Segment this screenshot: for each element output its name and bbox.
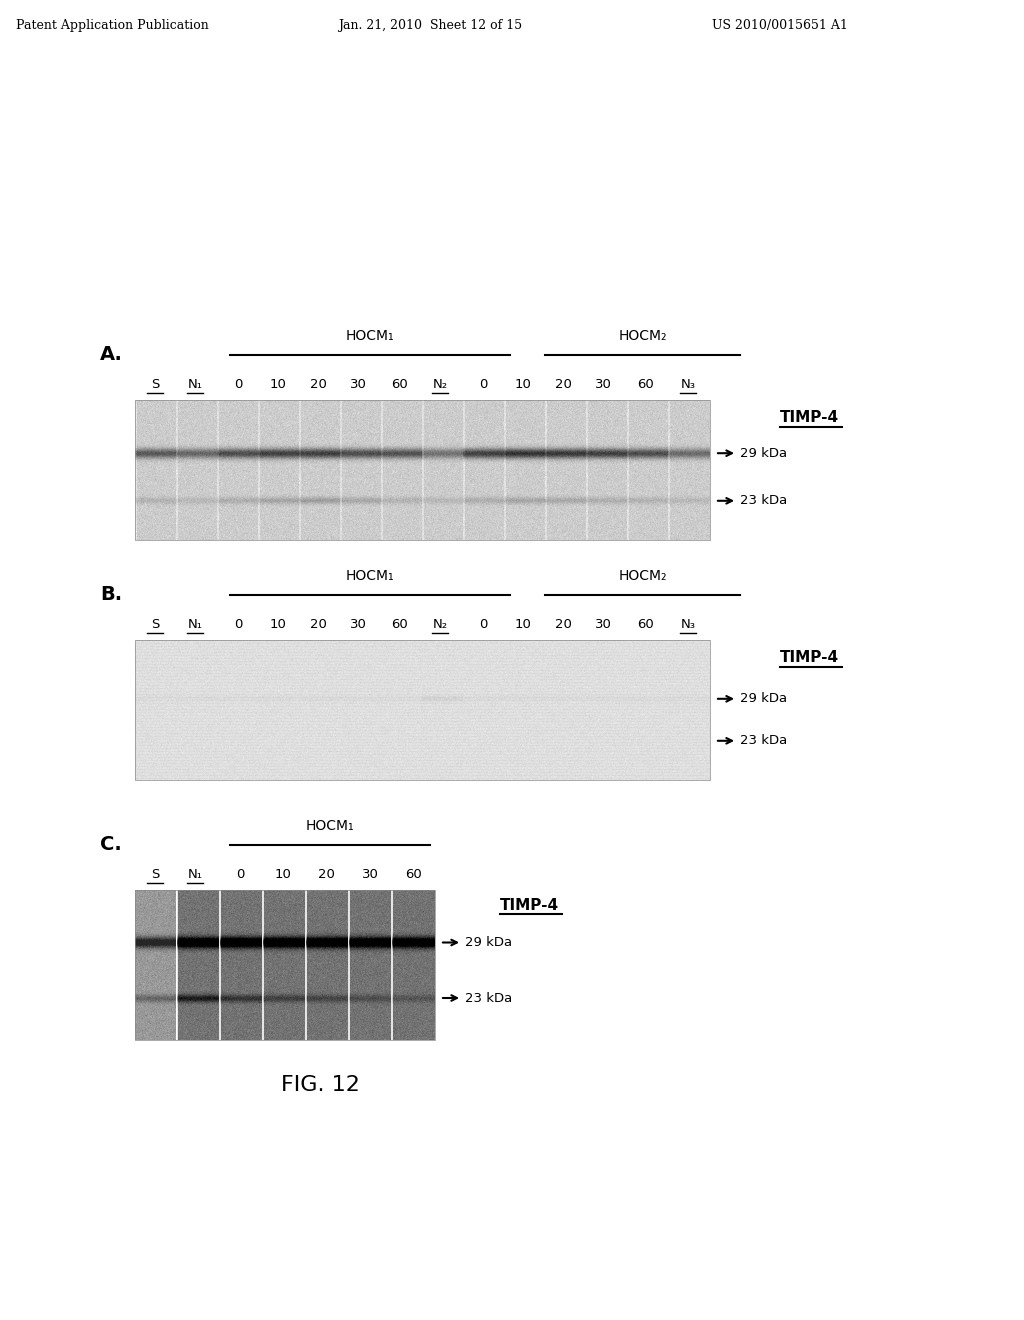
Text: 0: 0 <box>236 869 244 882</box>
Text: S: S <box>151 379 159 392</box>
Text: HOCM₁: HOCM₁ <box>346 329 394 343</box>
Text: 29 kDa: 29 kDa <box>740 692 787 705</box>
Text: 20: 20 <box>309 379 327 392</box>
Text: N₁: N₁ <box>187 869 203 882</box>
Text: 0: 0 <box>233 619 243 631</box>
Text: 60: 60 <box>637 619 653 631</box>
Text: 0: 0 <box>233 379 243 392</box>
Text: 10: 10 <box>269 619 287 631</box>
Text: S: S <box>151 619 159 631</box>
Text: Jan. 21, 2010  Sheet 12 of 15: Jan. 21, 2010 Sheet 12 of 15 <box>338 18 522 32</box>
Text: 20: 20 <box>555 619 571 631</box>
Text: N₂: N₂ <box>432 619 447 631</box>
Text: TIMP-4: TIMP-4 <box>500 898 559 912</box>
Bar <box>135 400 710 540</box>
Text: HOCM₂: HOCM₂ <box>618 329 667 343</box>
Text: 20: 20 <box>555 379 571 392</box>
Text: A.: A. <box>100 345 123 364</box>
Text: 29 kDa: 29 kDa <box>465 936 512 949</box>
Text: 60: 60 <box>391 379 409 392</box>
Bar <box>135 890 435 1040</box>
Text: FIG. 12: FIG. 12 <box>281 1074 359 1096</box>
Text: N₃: N₃ <box>681 379 695 392</box>
Text: 60: 60 <box>391 619 409 631</box>
Text: 60: 60 <box>637 379 653 392</box>
Text: 20: 20 <box>317 869 335 882</box>
Text: HOCM₁: HOCM₁ <box>346 569 394 583</box>
Text: 30: 30 <box>349 619 367 631</box>
Text: B.: B. <box>100 585 122 605</box>
Text: 0: 0 <box>479 619 487 631</box>
Text: TIMP-4: TIMP-4 <box>780 651 839 665</box>
Text: 10: 10 <box>515 379 531 392</box>
Text: N₁: N₁ <box>187 619 203 631</box>
Bar <box>135 640 710 780</box>
Text: 29 kDa: 29 kDa <box>740 446 787 459</box>
Text: 60: 60 <box>404 869 421 882</box>
Text: US 2010/0015651 A1: US 2010/0015651 A1 <box>712 18 848 32</box>
Text: N₂: N₂ <box>432 379 447 392</box>
Text: Patent Application Publication: Patent Application Publication <box>15 18 208 32</box>
Text: 10: 10 <box>269 379 287 392</box>
Text: 0: 0 <box>479 379 487 392</box>
Text: 30: 30 <box>361 869 379 882</box>
Text: 23 kDa: 23 kDa <box>740 494 787 507</box>
Text: HOCM₁: HOCM₁ <box>306 818 354 833</box>
Text: 30: 30 <box>595 619 611 631</box>
Text: N₃: N₃ <box>681 619 695 631</box>
Text: 10: 10 <box>515 619 531 631</box>
Text: TIMP-4: TIMP-4 <box>780 411 839 425</box>
Text: HOCM₂: HOCM₂ <box>618 569 667 583</box>
Text: S: S <box>151 869 159 882</box>
Text: 20: 20 <box>309 619 327 631</box>
Text: 23 kDa: 23 kDa <box>465 991 512 1005</box>
Text: 30: 30 <box>349 379 367 392</box>
Text: 23 kDa: 23 kDa <box>740 734 787 747</box>
Text: 10: 10 <box>274 869 292 882</box>
Text: N₁: N₁ <box>187 379 203 392</box>
Text: C.: C. <box>100 836 122 854</box>
Text: 30: 30 <box>595 379 611 392</box>
